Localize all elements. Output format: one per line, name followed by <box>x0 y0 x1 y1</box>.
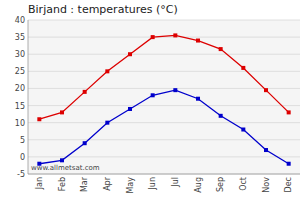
x-tick-label: Jan <box>35 177 44 190</box>
y-tick-label: 35 <box>15 33 25 42</box>
point <box>105 121 109 125</box>
point <box>60 110 64 114</box>
point <box>37 117 41 121</box>
y-tick-label: 20 <box>15 84 25 93</box>
grid-line <box>28 20 300 21</box>
point <box>83 90 87 94</box>
x-tick-label: Mar <box>80 176 89 192</box>
x-tick-label: Jun <box>148 177 157 191</box>
x-axis <box>28 174 300 175</box>
y-tick-label: 5 <box>20 136 25 145</box>
point <box>264 88 268 92</box>
x-tick-label: Sep <box>216 177 225 192</box>
point <box>83 141 87 145</box>
grid-line <box>28 88 300 89</box>
point <box>173 88 177 92</box>
plot-area <box>28 20 300 174</box>
point <box>196 97 200 101</box>
data-group <box>37 33 290 165</box>
point <box>219 114 223 118</box>
x-tick-label: May <box>126 177 135 194</box>
grid-line <box>28 122 300 123</box>
grid-line <box>28 71 300 72</box>
annotation: www.allmetsat.com <box>31 164 100 172</box>
x-tick-label: Nov <box>262 177 271 193</box>
point <box>287 162 291 166</box>
grid-line <box>28 139 300 140</box>
y-axis <box>28 20 29 174</box>
x-tick-label: Feb <box>58 177 67 191</box>
point <box>264 148 268 152</box>
x-tick-label: Aug <box>194 177 203 193</box>
series-line <box>39 90 288 164</box>
chart: Birjand : temperatures (°C) -5 0 5 10 15 20 25 3… <box>0 0 305 200</box>
grid-line <box>28 174 300 175</box>
point <box>60 158 64 162</box>
point <box>151 35 155 39</box>
x-tick-label: Dec <box>284 177 293 192</box>
point <box>173 33 177 37</box>
point <box>128 52 132 56</box>
y-tick-label: 40 <box>15 16 25 25</box>
point <box>241 128 245 132</box>
x-tick-label: Oct <box>239 177 248 191</box>
y-tick-label: 30 <box>15 50 25 59</box>
point <box>219 47 223 51</box>
series-line <box>39 35 288 119</box>
y-tick-label: 15 <box>15 102 25 111</box>
point <box>287 110 291 114</box>
x-tick-label: Apr <box>103 176 112 191</box>
title: Birjand : temperatures (°C) <box>28 3 178 16</box>
y-tick-label: 10 <box>15 119 25 128</box>
grid-line <box>28 156 300 157</box>
point <box>105 69 109 73</box>
y-tick-label: 25 <box>15 67 25 76</box>
point <box>151 93 155 97</box>
y-tick-label: 0 <box>20 153 25 162</box>
grid-line <box>28 54 300 55</box>
y-tick-label: -5 <box>17 170 25 179</box>
point <box>241 66 245 70</box>
x-tick-label: Jul <box>171 177 180 188</box>
point <box>196 39 200 43</box>
point <box>128 107 132 111</box>
